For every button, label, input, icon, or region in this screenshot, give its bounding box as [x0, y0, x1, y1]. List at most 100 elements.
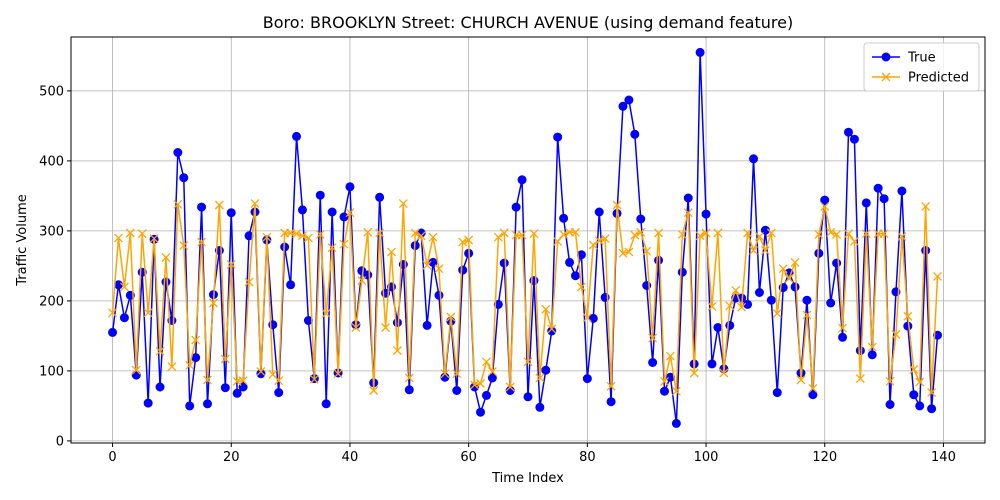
data-point-true: [392, 318, 402, 328]
series-predicted: [108, 199, 942, 398]
data-point-true: [677, 267, 687, 277]
x-marker-stroke: [315, 229, 325, 239]
x-marker-stroke: [778, 264, 788, 274]
data-point-predicted: [274, 376, 284, 386]
data-point-predicted: [149, 234, 159, 244]
x-marker-stroke: [677, 229, 687, 239]
data-point-predicted: [499, 228, 509, 238]
data-point-true: [173, 148, 183, 157]
data-point-predicted: [665, 351, 675, 361]
data-point-true: [493, 299, 503, 309]
data-point-predicted: [654, 228, 664, 238]
x-marker-stroke: [161, 253, 171, 262]
data-point-predicted: [867, 342, 877, 352]
x-marker-stroke: [185, 360, 195, 370]
legend-marker-predicted: [881, 72, 891, 82]
data-point-true: [404, 385, 414, 395]
data-point-true: [523, 392, 533, 402]
x-marker-stroke: [517, 230, 527, 240]
x-marker-stroke: [814, 229, 824, 239]
data-point-true: [315, 190, 325, 200]
data-point-predicted: [493, 232, 503, 242]
x-marker-stroke: [197, 237, 207, 247]
x-marker-stroke: [226, 260, 236, 269]
chart-title: Boro: BROOKLYN Street: CHURCH AVENUE (us…: [263, 13, 793, 32]
data-point-predicted: [369, 386, 379, 395]
x-marker-stroke: [167, 362, 177, 372]
data-point-predicted: [826, 227, 836, 237]
data-point-predicted: [404, 373, 414, 383]
data-point-true: [375, 192, 385, 202]
x-marker-stroke: [464, 235, 474, 245]
x-marker-stroke: [582, 313, 592, 323]
x-axis-label: Time Index: [491, 471, 564, 486]
x-marker-stroke: [689, 368, 699, 378]
x-marker-stroke: [523, 357, 533, 367]
data-point-predicted: [333, 369, 343, 379]
data-point-predicted: [298, 231, 307, 241]
x-marker-stroke: [755, 232, 764, 241]
data-point-predicted: [713, 228, 723, 238]
x-marker-stroke: [149, 234, 159, 244]
x-marker-stroke: [416, 231, 426, 241]
data-point-predicted: [226, 260, 236, 269]
data-point-predicted: [143, 308, 153, 318]
x-marker-stroke: [618, 248, 628, 258]
data-point-true: [535, 402, 545, 412]
x-marker-stroke: [897, 232, 907, 241]
data-point-predicted: [559, 229, 569, 239]
data-point-predicted: [885, 376, 895, 386]
data-point-predicted: [179, 241, 189, 251]
x-marker-stroke: [292, 229, 301, 239]
data-point-predicted: [927, 388, 937, 398]
data-point-true: [660, 386, 670, 396]
data-point-true: [499, 258, 509, 268]
data-point-predicted: [624, 247, 634, 257]
x-tick-label: 20: [223, 450, 240, 465]
x-marker-stroke: [398, 199, 408, 209]
x-marker-stroke: [743, 228, 753, 238]
data-point-predicted: [731, 285, 741, 295]
data-point-predicted: [464, 235, 474, 245]
data-point-true: [707, 359, 717, 369]
data-point-predicted: [458, 237, 468, 247]
data-point-predicted: [772, 309, 782, 318]
x-marker-stroke: [879, 229, 889, 239]
x-marker-stroke: [481, 357, 491, 367]
data-point-predicted: [309, 374, 319, 384]
data-point-predicted: [114, 233, 123, 243]
legend-label-predicted: Predicted: [908, 71, 969, 86]
x-marker-stroke: [191, 335, 201, 345]
data-point-true: [559, 213, 569, 223]
data-point-predicted: [535, 373, 545, 383]
data-point-predicted: [161, 253, 171, 262]
data-point-predicted: [808, 383, 818, 393]
x-marker-stroke: [695, 231, 705, 241]
legend-entries: True Predicted: [872, 51, 969, 86]
series-layer: [108, 47, 943, 428]
data-point-true: [143, 398, 153, 408]
data-point-predicted: [820, 201, 830, 211]
data-point-predicted: [256, 367, 266, 377]
x-marker-stroke: [671, 386, 681, 396]
data-point-predicted: [357, 276, 367, 286]
x-marker-stroke: [849, 236, 859, 246]
x-marker-stroke: [719, 368, 729, 378]
x-marker-stroke: [790, 257, 800, 267]
x-marker-stroke: [470, 380, 480, 390]
data-point-predicted: [571, 227, 580, 237]
data-point-predicted: [214, 200, 224, 210]
y-tick-label: 100: [39, 364, 64, 379]
data-point-true: [517, 175, 527, 185]
data-point-predicted: [345, 208, 355, 218]
data-point-predicted: [422, 260, 432, 270]
data-point-true: [197, 202, 207, 212]
x-marker-stroke: [885, 376, 895, 386]
data-point-predicted: [701, 228, 711, 238]
data-point-true: [832, 258, 842, 268]
data-point-predicted: [381, 323, 391, 332]
x-marker-stroke: [458, 237, 468, 247]
x-marker-stroke: [214, 200, 224, 210]
x-tick-label: 60: [460, 450, 477, 465]
x-marker-stroke: [683, 208, 693, 218]
